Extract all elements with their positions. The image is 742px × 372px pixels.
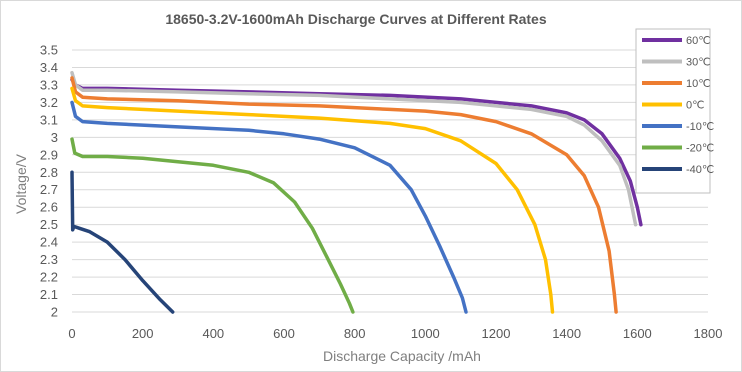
legend-label: 0℃ [686,100,704,112]
legend-label: -10℃ [686,121,714,133]
y-tick-label: 2.8 [40,165,58,180]
chart-title: 18650-3.2V-1600mAh Discharge Curves at D… [165,11,547,27]
legend-label: 30℃ [686,57,711,69]
y-tick-label: 2.5 [40,217,58,232]
x-axis-ticks: 0 200 400 600 800 1000 1200 1400 1600 1800 [68,326,722,341]
series-line-2 [70,76,618,314]
series-line-4 [70,100,468,314]
series-line-6 [70,170,175,314]
series [70,70,643,314]
x-axis-title: Discharge Capacity /mAh [323,348,481,364]
y-tick-label: 3.3 [40,77,58,92]
legend-label: 60℃ [686,35,711,47]
gridlines [72,49,708,296]
legend-label: -40℃ [686,164,714,176]
x-tick-label: 1000 [411,326,440,341]
x-tick-label: 400 [202,326,224,341]
x-tick-label: 1600 [623,326,652,341]
y-tick-label: 2.4 [40,235,58,250]
y-axis-title: Voltage/V [13,153,29,214]
legend-label: -20℃ [686,143,714,155]
x-tick-label: 200 [132,326,154,341]
y-tick-label: 3 [51,130,58,145]
y-tick-label: 2.2 [40,270,58,285]
legend-box [635,28,711,194]
x-tick-label: 1400 [552,326,581,341]
x-tick-label: 600 [273,326,295,341]
x-tick-label: 0 [68,326,75,341]
y-tick-label: 3.1 [40,112,58,127]
series-line-1 [70,70,638,227]
y-tick-label: 3.2 [40,95,58,110]
x-tick-label: 800 [344,326,366,341]
x-tick-label: 1800 [694,326,723,341]
x-tick-label: 1200 [482,326,511,341]
y-axis-ticks: 2 2.1 2.2 2.3 2.4 2.5 2.6 2.7 2.8 2.9 3 3.1 3.2 3.3 3.… [40,43,58,320]
y-tick-label: 2.6 [40,200,58,215]
y-tick-label: 3.4 [40,60,58,75]
y-tick-label: 3.5 [40,43,58,58]
series-line-0 [70,77,643,227]
y-tick-label: 2 [51,305,58,320]
y-tick-label: 2.3 [40,252,58,267]
legend-label: 10℃ [686,78,711,90]
series-line-3 [70,86,555,314]
legend: 60℃ 30℃ 10℃ 0℃ -10℃ -20℃ -40℃ [635,28,714,194]
y-tick-label: 2.7 [40,182,58,197]
y-tick-label: 2.1 [40,287,58,302]
series-line-5 [70,137,355,314]
y-tick-label: 2.9 [40,147,58,162]
